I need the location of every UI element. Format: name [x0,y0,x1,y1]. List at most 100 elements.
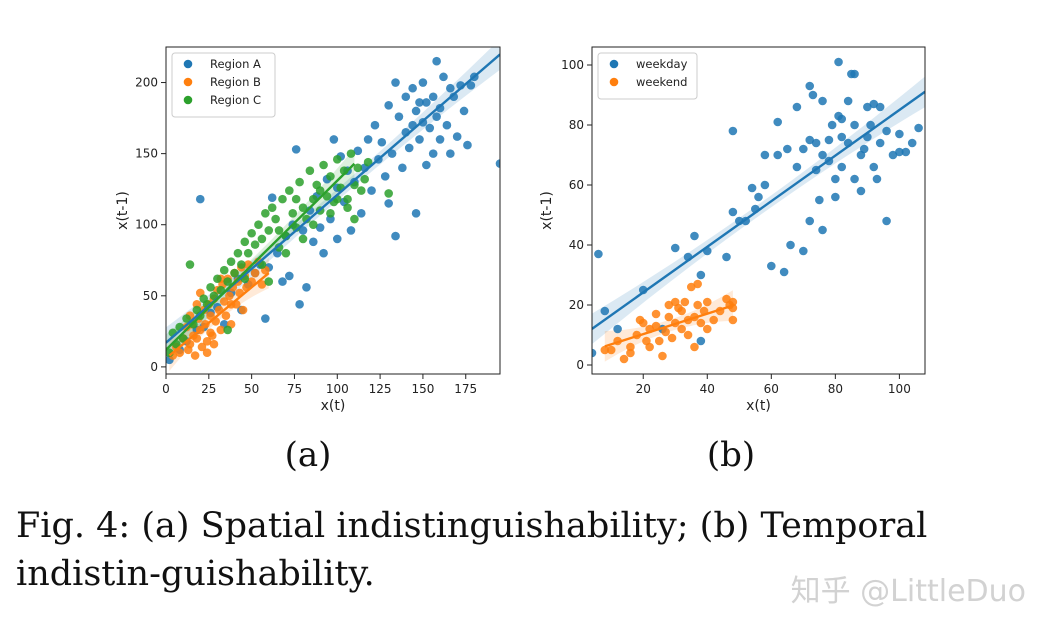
scatter-point [206,328,215,338]
scatter-point [760,150,770,160]
scatter-point [728,126,738,136]
panel-label: (b) [707,435,755,475]
legend-marker [609,77,619,87]
legend-box [171,52,276,118]
x-tick-label: 175 [454,382,477,396]
scatter-point [356,186,366,195]
scatter-point [329,135,339,144]
scatter-point [343,203,352,212]
x-axis-title: x(t) [746,398,771,414]
scatter-point [291,145,301,154]
scatter-point [247,277,256,286]
scatter-point [422,160,431,170]
scatter-point [411,106,421,116]
scatter-point [223,277,232,286]
scatter-point [693,279,702,289]
scatter-point [278,194,287,204]
y-tick-label: 80 [569,118,584,132]
scatter-point [360,174,369,184]
scatter-point [696,270,706,280]
scatter-point [185,260,195,269]
panel-label: (a) [285,435,332,475]
legend-marker [183,95,193,105]
scatter-point [326,172,335,181]
scatter-point [805,81,815,91]
scatter-point [728,303,738,313]
scatter-point [600,345,610,355]
y-tick-label: 200 [135,76,158,90]
scatter-point [192,334,202,343]
scatter-point [257,280,267,289]
scatter-point [859,144,869,154]
y-tick-label: 0 [576,358,584,372]
scatter-point [219,265,229,275]
scatter-point [856,186,866,196]
scatter-point [837,162,847,172]
scatter-point [326,209,335,218]
scatter-point [415,98,424,107]
scatter-point [882,126,891,136]
scatter-point [264,226,274,235]
y-axis-title: x(t-1) [539,191,555,230]
x-tick-label: 80 [828,382,843,396]
y-tick-label: 40 [569,238,584,252]
scatter-point [645,342,654,352]
scatter-point [267,193,277,203]
scatter-point [495,159,500,168]
legend: Region A Region B Region C [171,52,276,118]
scatter-point [661,327,670,337]
scatter-point [722,252,731,262]
scatter-point [305,166,315,175]
scatter-point [353,163,363,173]
scatter-point [264,277,274,286]
scatter-point [466,81,476,90]
scatter-point [367,186,376,195]
scatter-point [274,226,284,235]
scatter-point [831,174,840,184]
scatter-point [285,271,294,281]
scatter-point [332,155,342,164]
scatter-point [291,194,301,204]
scatter-point [824,135,834,145]
x-tick-label: 75 [287,382,302,396]
scatter-point [592,348,597,358]
x-tick-label: 20 [636,382,651,396]
scatter-point [452,132,462,141]
scatter-point [432,56,441,66]
scatter-point [319,160,328,170]
scatter-point [346,149,356,158]
scatter-point [442,120,452,130]
scatter-point [677,306,686,316]
scatter-point [728,315,738,325]
scatter-point [654,336,664,346]
scatter-point [459,106,469,116]
scatter-point [805,216,815,226]
scatter-point [837,132,847,142]
scatter-point [278,277,287,286]
x-tick-label: 125 [369,382,392,396]
scatter-point [850,69,859,79]
scatter-point [779,267,789,277]
scatter-point [295,300,304,309]
scatter-point [206,282,215,292]
scatter-point [792,102,802,112]
y-tick-label: 20 [569,298,584,312]
scatter-point [773,150,783,160]
chart-panel-b: 20 40 60 80 100 0 20 40 60 80 100 x(t) x(t-1) weekday… [539,46,926,475]
scatter-point [298,203,308,212]
legend-marker [609,59,619,69]
scatter-point [773,117,783,127]
legend-box [597,52,698,100]
scatter-point [261,209,270,218]
scatter-point [435,103,445,113]
scatter-point [213,274,222,284]
scatter-point [869,162,879,172]
scatter-point [850,174,859,184]
scatter-point [799,144,808,154]
scatter-point [247,228,256,238]
scatter-point [914,123,923,133]
scatter-point [202,337,212,346]
scatter-point [319,248,328,258]
scatter-point [315,223,325,232]
scatter-point [696,318,706,328]
